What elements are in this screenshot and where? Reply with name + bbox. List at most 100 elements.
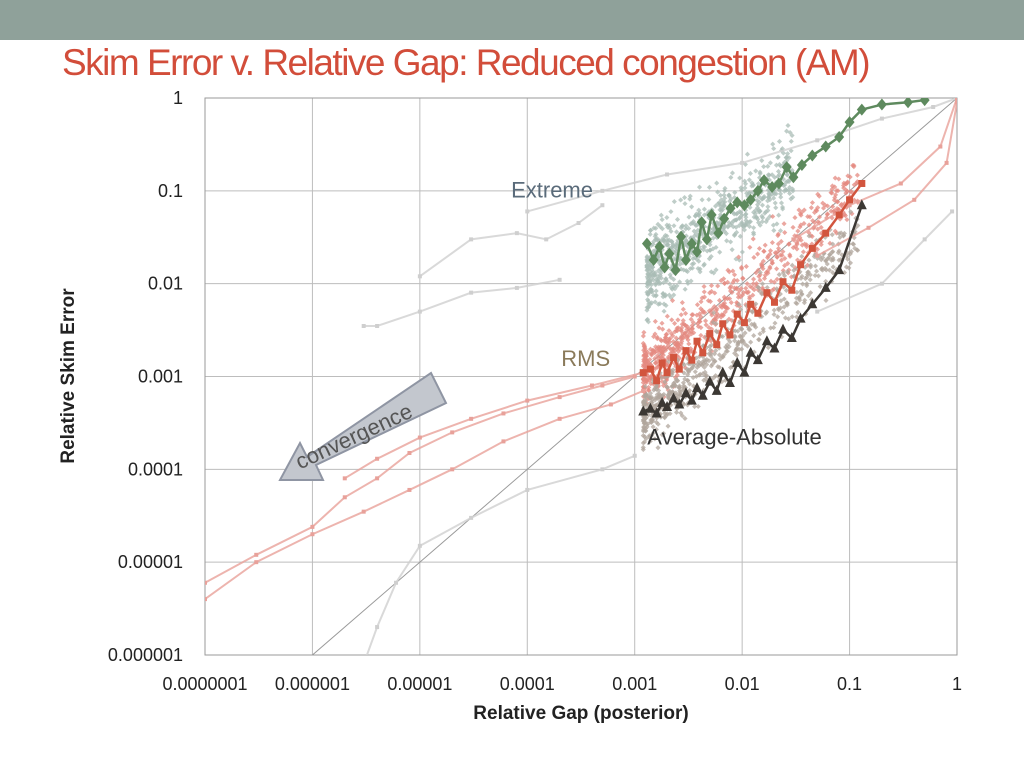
series-point (691, 382, 702, 393)
series-point (788, 171, 799, 184)
cloud-point (771, 286, 777, 292)
series-point (659, 261, 670, 274)
background-run-line (419, 204, 603, 278)
background-run-point (938, 144, 943, 149)
cloud-point (651, 239, 657, 245)
cloud-point (679, 335, 685, 341)
cloud-point (780, 206, 786, 212)
cloud-point (657, 301, 663, 307)
x-tick-label: 0.1 (837, 674, 862, 694)
cloud-point (826, 267, 833, 273)
series-point (733, 310, 741, 318)
series-point (704, 375, 715, 386)
series-point (740, 319, 748, 327)
cloud-point (647, 356, 653, 363)
cloud-point (660, 326, 666, 332)
cloud-point (775, 154, 781, 161)
background-run-point (205, 597, 207, 602)
background-run-point (815, 309, 820, 314)
background-run-point (955, 98, 957, 100)
series-point (726, 331, 734, 339)
series-point (706, 208, 717, 221)
background-run-line (816, 210, 953, 313)
series-point (680, 387, 691, 398)
cloud-point (669, 239, 675, 245)
cloud-point (652, 355, 658, 361)
cloud-point (703, 376, 709, 382)
background-run-point (407, 450, 412, 455)
series-point (674, 398, 685, 409)
series-point (699, 349, 707, 357)
cloud-point (806, 222, 812, 228)
y-tick-label: 1 (173, 88, 183, 108)
series-point (919, 98, 930, 107)
background-run-point (815, 138, 820, 143)
cloud-point (738, 325, 744, 332)
series-point (658, 359, 666, 367)
cloud-point (640, 433, 646, 439)
series-point (745, 346, 756, 357)
cloud-point (747, 219, 753, 225)
background-run-point (544, 237, 549, 242)
background-run-point (525, 398, 530, 403)
cloud-point (694, 302, 701, 308)
background-run-point (375, 323, 380, 328)
annotation-label: Extreme (511, 177, 593, 202)
background-run-point (879, 281, 884, 286)
cloud-point (688, 278, 694, 284)
cloud-point (781, 304, 787, 310)
cloud-point (823, 278, 829, 284)
cloud-point (732, 328, 738, 334)
cloud-point (650, 424, 656, 430)
series-point (724, 377, 735, 388)
series-point (739, 366, 750, 377)
cloud-point (745, 289, 751, 295)
y-tick-label: 0.01 (148, 274, 183, 294)
series-point (796, 158, 807, 171)
cloud-point (649, 289, 655, 295)
series-point (820, 281, 831, 292)
cloud-point (854, 172, 860, 178)
cloud-point (680, 306, 686, 312)
cloud-point (682, 201, 688, 207)
y-tick-label: 0.0001 (128, 459, 183, 479)
x-tick-label: 0.00001 (387, 674, 452, 694)
cloud-point (736, 301, 742, 307)
background-run-point (600, 467, 605, 472)
cloud-point (768, 278, 774, 284)
cloud-point (653, 293, 659, 299)
series-point (719, 212, 730, 225)
cloud-point (764, 284, 770, 291)
cloud-point (788, 138, 794, 144)
cloud-point (789, 262, 795, 268)
cloud-point (815, 226, 821, 232)
cloud-point (653, 383, 659, 389)
background-run-point (469, 515, 474, 520)
cloud-point (654, 334, 660, 340)
background-run-point (931, 104, 936, 109)
cloud-point (729, 170, 736, 176)
cloud-point (695, 323, 701, 330)
cloud-point (825, 256, 831, 262)
series-point (654, 240, 665, 253)
cloud-point (817, 283, 823, 290)
cloud-point (682, 286, 688, 292)
series-point (701, 233, 712, 246)
series-point (795, 312, 806, 323)
cloud-point (780, 309, 786, 315)
cloud-point (671, 292, 677, 298)
series-point (686, 394, 697, 405)
cloud-point (674, 328, 680, 334)
series-point (752, 354, 763, 365)
series-point (807, 149, 818, 162)
cloud-point (655, 421, 661, 427)
cloud-point (830, 249, 836, 255)
cloud-point (771, 195, 777, 201)
cloud-point (691, 260, 697, 267)
series-point (662, 400, 673, 411)
cloud-point (775, 314, 781, 320)
series-point (835, 211, 843, 219)
cloud-point (652, 233, 658, 239)
cloud-point (766, 195, 772, 201)
cloud-point (756, 245, 762, 252)
